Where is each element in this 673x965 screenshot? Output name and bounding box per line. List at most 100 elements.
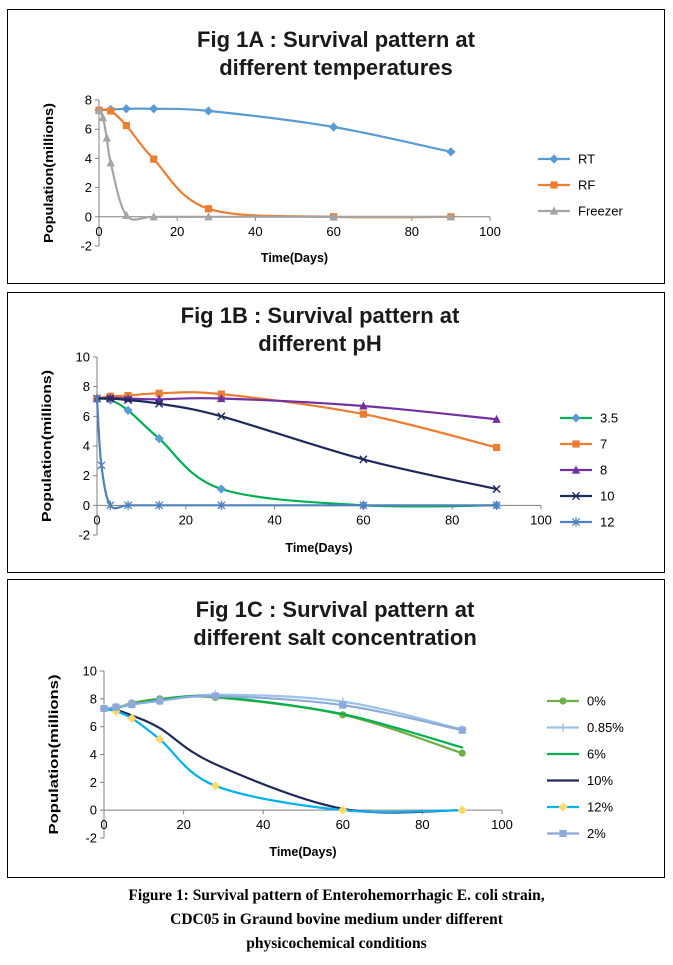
chart-title-line-2: different salt concentration	[193, 625, 477, 650]
x-tick-label: 100	[479, 224, 501, 239]
data-point	[124, 500, 133, 510]
x-tick-label: 0	[100, 817, 107, 832]
y-tick-label: 0	[85, 209, 92, 224]
data-point	[359, 410, 367, 418]
legend-entry-rt: RT	[538, 152, 595, 167]
x-tick-label: 20	[170, 224, 184, 239]
legend-marker	[571, 491, 581, 501]
data-point	[156, 697, 164, 705]
legend-entry-freezer: Freezer	[538, 204, 623, 219]
x-tick-label: 100	[530, 512, 552, 527]
x-tick-label: 100	[491, 817, 513, 832]
x-tick-label: 40	[256, 817, 270, 832]
data-point	[492, 414, 501, 423]
legend-marker	[572, 440, 580, 448]
x-tick-label: 20	[176, 817, 190, 832]
chart-panel-fig-1b: Fig 1B : Survival pattern at different pH…	[7, 292, 665, 573]
data-point	[211, 692, 220, 700]
data-point	[492, 500, 501, 510]
legend-marker	[571, 517, 581, 527]
legend-marker	[550, 181, 558, 189]
y-tick-label: 2	[83, 468, 90, 483]
y-tick-label: 2	[85, 180, 92, 195]
series-line-freezer	[97, 109, 452, 221]
data-point	[107, 107, 115, 115]
legend-marker	[559, 829, 567, 838]
data-point	[150, 155, 158, 163]
data-point	[94, 105, 104, 114]
series-rt	[94, 104, 456, 157]
data-point	[123, 395, 133, 405]
y-tick-label: 10	[76, 350, 90, 365]
data-point	[149, 104, 159, 114]
data-point	[458, 726, 466, 734]
x-tick-label: 20	[179, 512, 193, 527]
caption-line-1: Figure 1: Survival pattern of Enterohemo…	[128, 887, 545, 904]
data-point	[98, 112, 108, 122]
y-axis-label: Population(millions)	[42, 103, 56, 243]
data-point	[155, 734, 165, 744]
data-point	[328, 122, 339, 132]
legend-label: RF	[578, 178, 595, 193]
chart-fig-1a: Fig 1A : Survival pattern at different te…	[42, 27, 623, 265]
data-point	[492, 484, 501, 494]
data-point	[493, 443, 501, 452]
data-point	[155, 500, 164, 510]
x-tick-label: 60	[326, 224, 340, 239]
series-10	[92, 394, 501, 494]
data-point	[216, 484, 226, 494]
y-axis-label: Population(millions)	[40, 370, 54, 522]
x-tick-label: 80	[415, 817, 429, 832]
legend-label: 2%	[587, 826, 606, 841]
x-tick-label: 40	[248, 224, 262, 239]
legend-entry-12: 12	[560, 515, 614, 530]
series-line-rf	[97, 108, 452, 219]
y-tick-label: 4	[83, 439, 90, 454]
series-rf	[95, 106, 455, 221]
x-tick-label: 0	[95, 224, 102, 239]
series-line-rt	[97, 107, 452, 153]
series-12	[92, 393, 501, 510]
x-tick-label: 40	[267, 512, 281, 527]
data-point	[155, 389, 163, 397]
legend-label: 12%	[587, 800, 613, 815]
legend-entry-8: 8	[560, 463, 607, 478]
data-point	[102, 133, 112, 142]
data-point	[203, 106, 214, 116]
legend-label: 12	[600, 515, 614, 530]
legend-marker	[559, 697, 567, 705]
chart-title-line-1: Fig 1C : Survival pattern at	[196, 597, 475, 622]
legend-entry-0: 0%	[547, 694, 606, 709]
legend-label: Freezer	[578, 204, 623, 219]
legend-marker	[571, 413, 581, 423]
data-point	[106, 500, 115, 510]
chart-title-line-1: Fig 1A : Survival pattern at	[197, 27, 476, 52]
data-point	[92, 393, 102, 404]
y-tick-label: 6	[83, 409, 90, 424]
chart-title-line-1: Fig 1B : Survival pattern at	[181, 303, 460, 328]
series-3-5	[92, 393, 502, 510]
y-tick-label: 4	[90, 747, 97, 762]
data-point	[204, 205, 213, 213]
data-point	[100, 704, 108, 713]
legend-label: 0.85%	[587, 720, 624, 735]
chart-fig-1b: Fig 1B : Survival pattern at different pH…	[40, 303, 618, 555]
y-tick-label: 0	[83, 498, 90, 513]
figure-caption: Figure 1: Survival pattern of Enterohemo…	[0, 884, 673, 956]
data-point	[155, 399, 164, 408]
x-tick-label: 0	[93, 512, 100, 527]
series-line-12	[102, 707, 464, 814]
data-point	[106, 394, 115, 403]
legend-entry-rf: RF	[538, 178, 595, 193]
series-line-3-5	[95, 397, 498, 508]
data-point	[217, 500, 226, 510]
data-point	[128, 700, 136, 708]
series-line-12	[95, 397, 498, 510]
series-10	[102, 707, 464, 814]
legend-label: 10	[600, 489, 614, 504]
legend-label: 7	[600, 437, 607, 452]
legend-label: 8	[600, 463, 607, 478]
legend-entry-6: 6%	[547, 747, 606, 762]
caption-line-3: physicochemical conditions	[246, 935, 427, 952]
y-tick-label: 0	[90, 803, 97, 818]
